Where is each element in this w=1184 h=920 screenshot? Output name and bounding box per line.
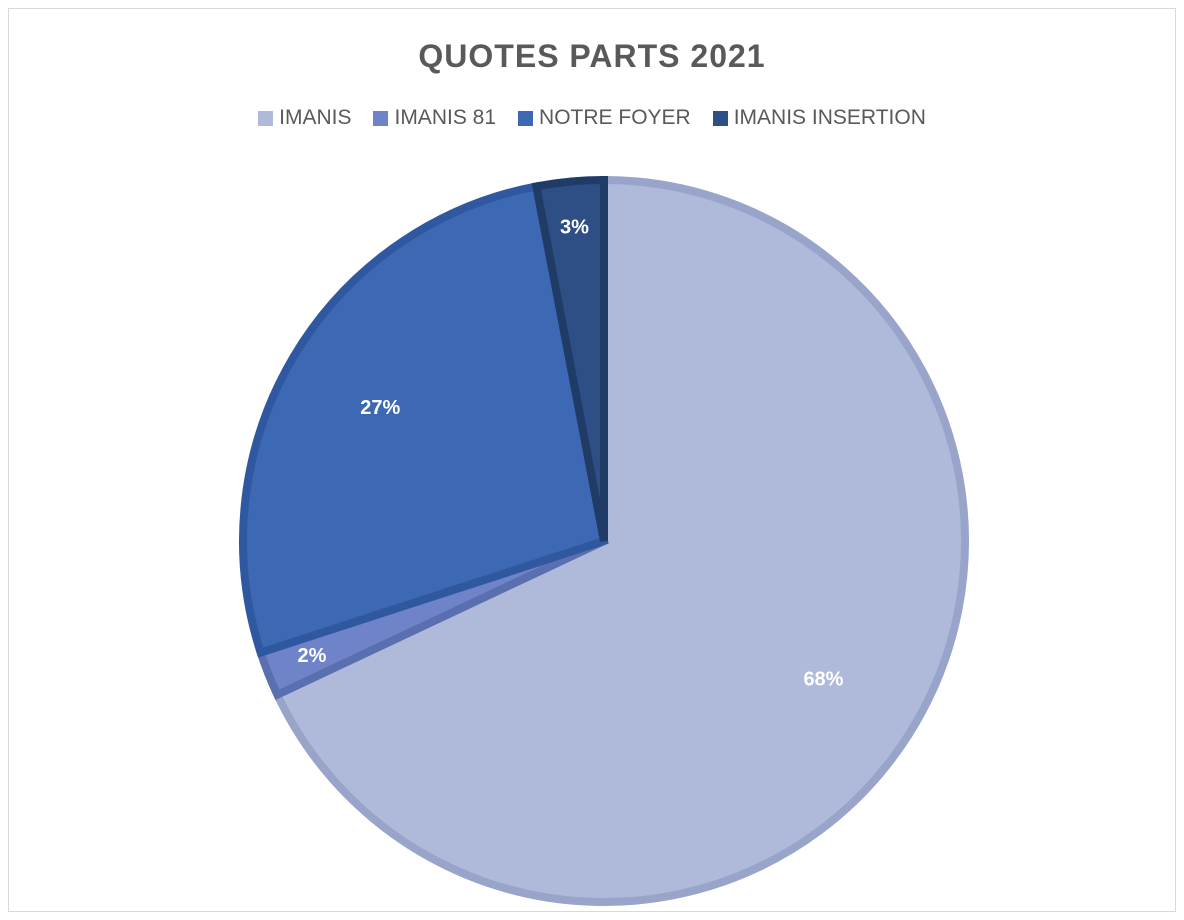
pie-slices — [239, 175, 969, 906]
legend-item-notre-foyer: NOTRE FOYER — [518, 106, 691, 130]
data-label-imanis-insertion: 3% — [560, 217, 589, 239]
chart-title: QUOTES PARTS 2021 — [418, 38, 766, 74]
legend-swatch-imanis-81 — [373, 110, 389, 126]
legend-item-imanis-81: IMANIS 81 — [373, 106, 496, 130]
data-label-imanis-81: 2% — [298, 645, 327, 667]
data-label-notre-foyer: 27% — [360, 397, 400, 419]
legend-item-imanis-insertion: IMANIS INSERTION — [712, 106, 926, 130]
legend-swatch-notre-foyer — [518, 110, 534, 126]
pie-value-labels: 68% 2% 27% 3% — [298, 217, 844, 691]
legend: IMANIS IMANIS 81 NOTRE FOYER IMANIS INSE… — [0, 106, 1184, 130]
pie-slice-imanis-insertion — [531, 175, 608, 542]
legend-item-imanis: IMANIS — [258, 106, 351, 130]
legend-swatch-imanis — [258, 110, 274, 126]
legend-swatch-imanis-insertion — [712, 110, 728, 126]
legend-label-imanis: IMANIS — [279, 106, 352, 129]
legend-label-imanis-81: IMANIS 81 — [394, 106, 497, 129]
pie-slice-imanis — [272, 175, 969, 906]
legend-label-notre-foyer: NOTRE FOYER — [539, 106, 691, 129]
data-label-imanis: 68% — [803, 669, 843, 691]
legend-label-imanis-insertion: IMANIS INSERTION — [733, 106, 926, 129]
pie-slice-notre-foyer — [239, 181, 609, 658]
